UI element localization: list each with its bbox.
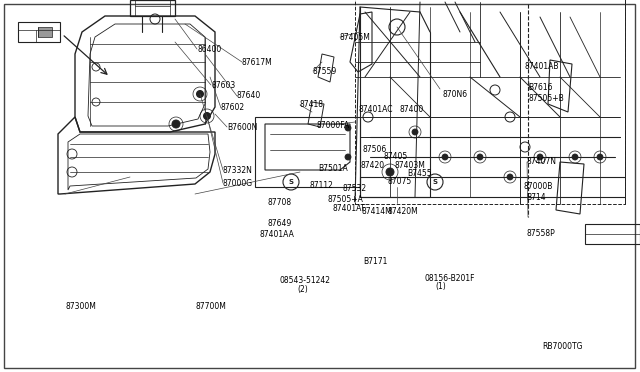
Text: 87332N: 87332N (223, 166, 253, 174)
Circle shape (477, 154, 483, 160)
Circle shape (204, 112, 211, 119)
Circle shape (386, 168, 394, 176)
Text: 87505+B: 87505+B (529, 94, 564, 103)
Text: 87401AB: 87401AB (525, 62, 559, 71)
Text: 87602: 87602 (221, 103, 245, 112)
Text: 87401AC: 87401AC (358, 105, 393, 114)
Text: 87506: 87506 (363, 145, 387, 154)
Text: 87000FA: 87000FA (316, 121, 349, 130)
Text: 86400: 86400 (197, 45, 221, 54)
Circle shape (507, 174, 513, 180)
Circle shape (412, 129, 418, 135)
Text: 87401AF: 87401AF (332, 204, 366, 213)
Text: 87000G: 87000G (223, 179, 253, 187)
Text: B7501A: B7501A (318, 164, 348, 173)
Text: B7616: B7616 (529, 83, 553, 92)
Text: 87403M: 87403M (395, 161, 426, 170)
Circle shape (442, 154, 448, 160)
Circle shape (572, 154, 578, 160)
Circle shape (597, 154, 603, 160)
Text: B7171: B7171 (363, 257, 387, 266)
Text: 87708: 87708 (268, 198, 292, 207)
Circle shape (537, 154, 543, 160)
Circle shape (345, 154, 351, 160)
Text: 87700M: 87700M (195, 302, 226, 311)
Text: 87401AA: 87401AA (259, 230, 294, 239)
Text: 87558P: 87558P (526, 229, 555, 238)
Text: 87418: 87418 (300, 100, 324, 109)
Text: 87112: 87112 (309, 181, 333, 190)
Circle shape (172, 120, 180, 128)
Text: 870N6: 870N6 (443, 90, 468, 99)
Text: (2): (2) (297, 285, 308, 294)
Text: 87532: 87532 (342, 184, 367, 193)
Text: S: S (433, 179, 438, 185)
Text: B7600N: B7600N (227, 123, 257, 132)
Text: S: S (289, 179, 294, 185)
Text: 87603: 87603 (211, 81, 236, 90)
Text: 87000B: 87000B (524, 182, 553, 190)
Text: 87400: 87400 (399, 105, 424, 114)
Bar (255, 117, 360, 187)
Text: 87420: 87420 (360, 161, 385, 170)
Circle shape (345, 125, 351, 131)
Text: 87300M: 87300M (65, 302, 96, 311)
Text: 87405: 87405 (384, 153, 408, 161)
Text: RB7000TG: RB7000TG (543, 342, 583, 351)
Text: 08156-B201F: 08156-B201F (424, 274, 475, 283)
Text: 87407N: 87407N (526, 157, 556, 166)
Text: 87414M: 87414M (362, 207, 392, 216)
Text: 87505+A: 87505+A (328, 195, 364, 204)
Text: B714: B714 (526, 193, 546, 202)
Text: B7455: B7455 (407, 169, 431, 178)
Text: 87640: 87640 (237, 92, 261, 100)
Bar (38, 27, 52, 37)
Text: 87559: 87559 (312, 67, 337, 76)
Bar (355, 0, 625, 204)
Text: 87649: 87649 (268, 219, 292, 228)
Text: 08543-51242: 08543-51242 (279, 276, 330, 285)
Text: 87075: 87075 (388, 177, 412, 186)
Text: (1): (1) (435, 282, 446, 291)
Text: 87420M: 87420M (388, 207, 419, 216)
Circle shape (196, 90, 204, 97)
Text: 87405M: 87405M (339, 33, 370, 42)
Text: 87617M: 87617M (242, 58, 273, 67)
